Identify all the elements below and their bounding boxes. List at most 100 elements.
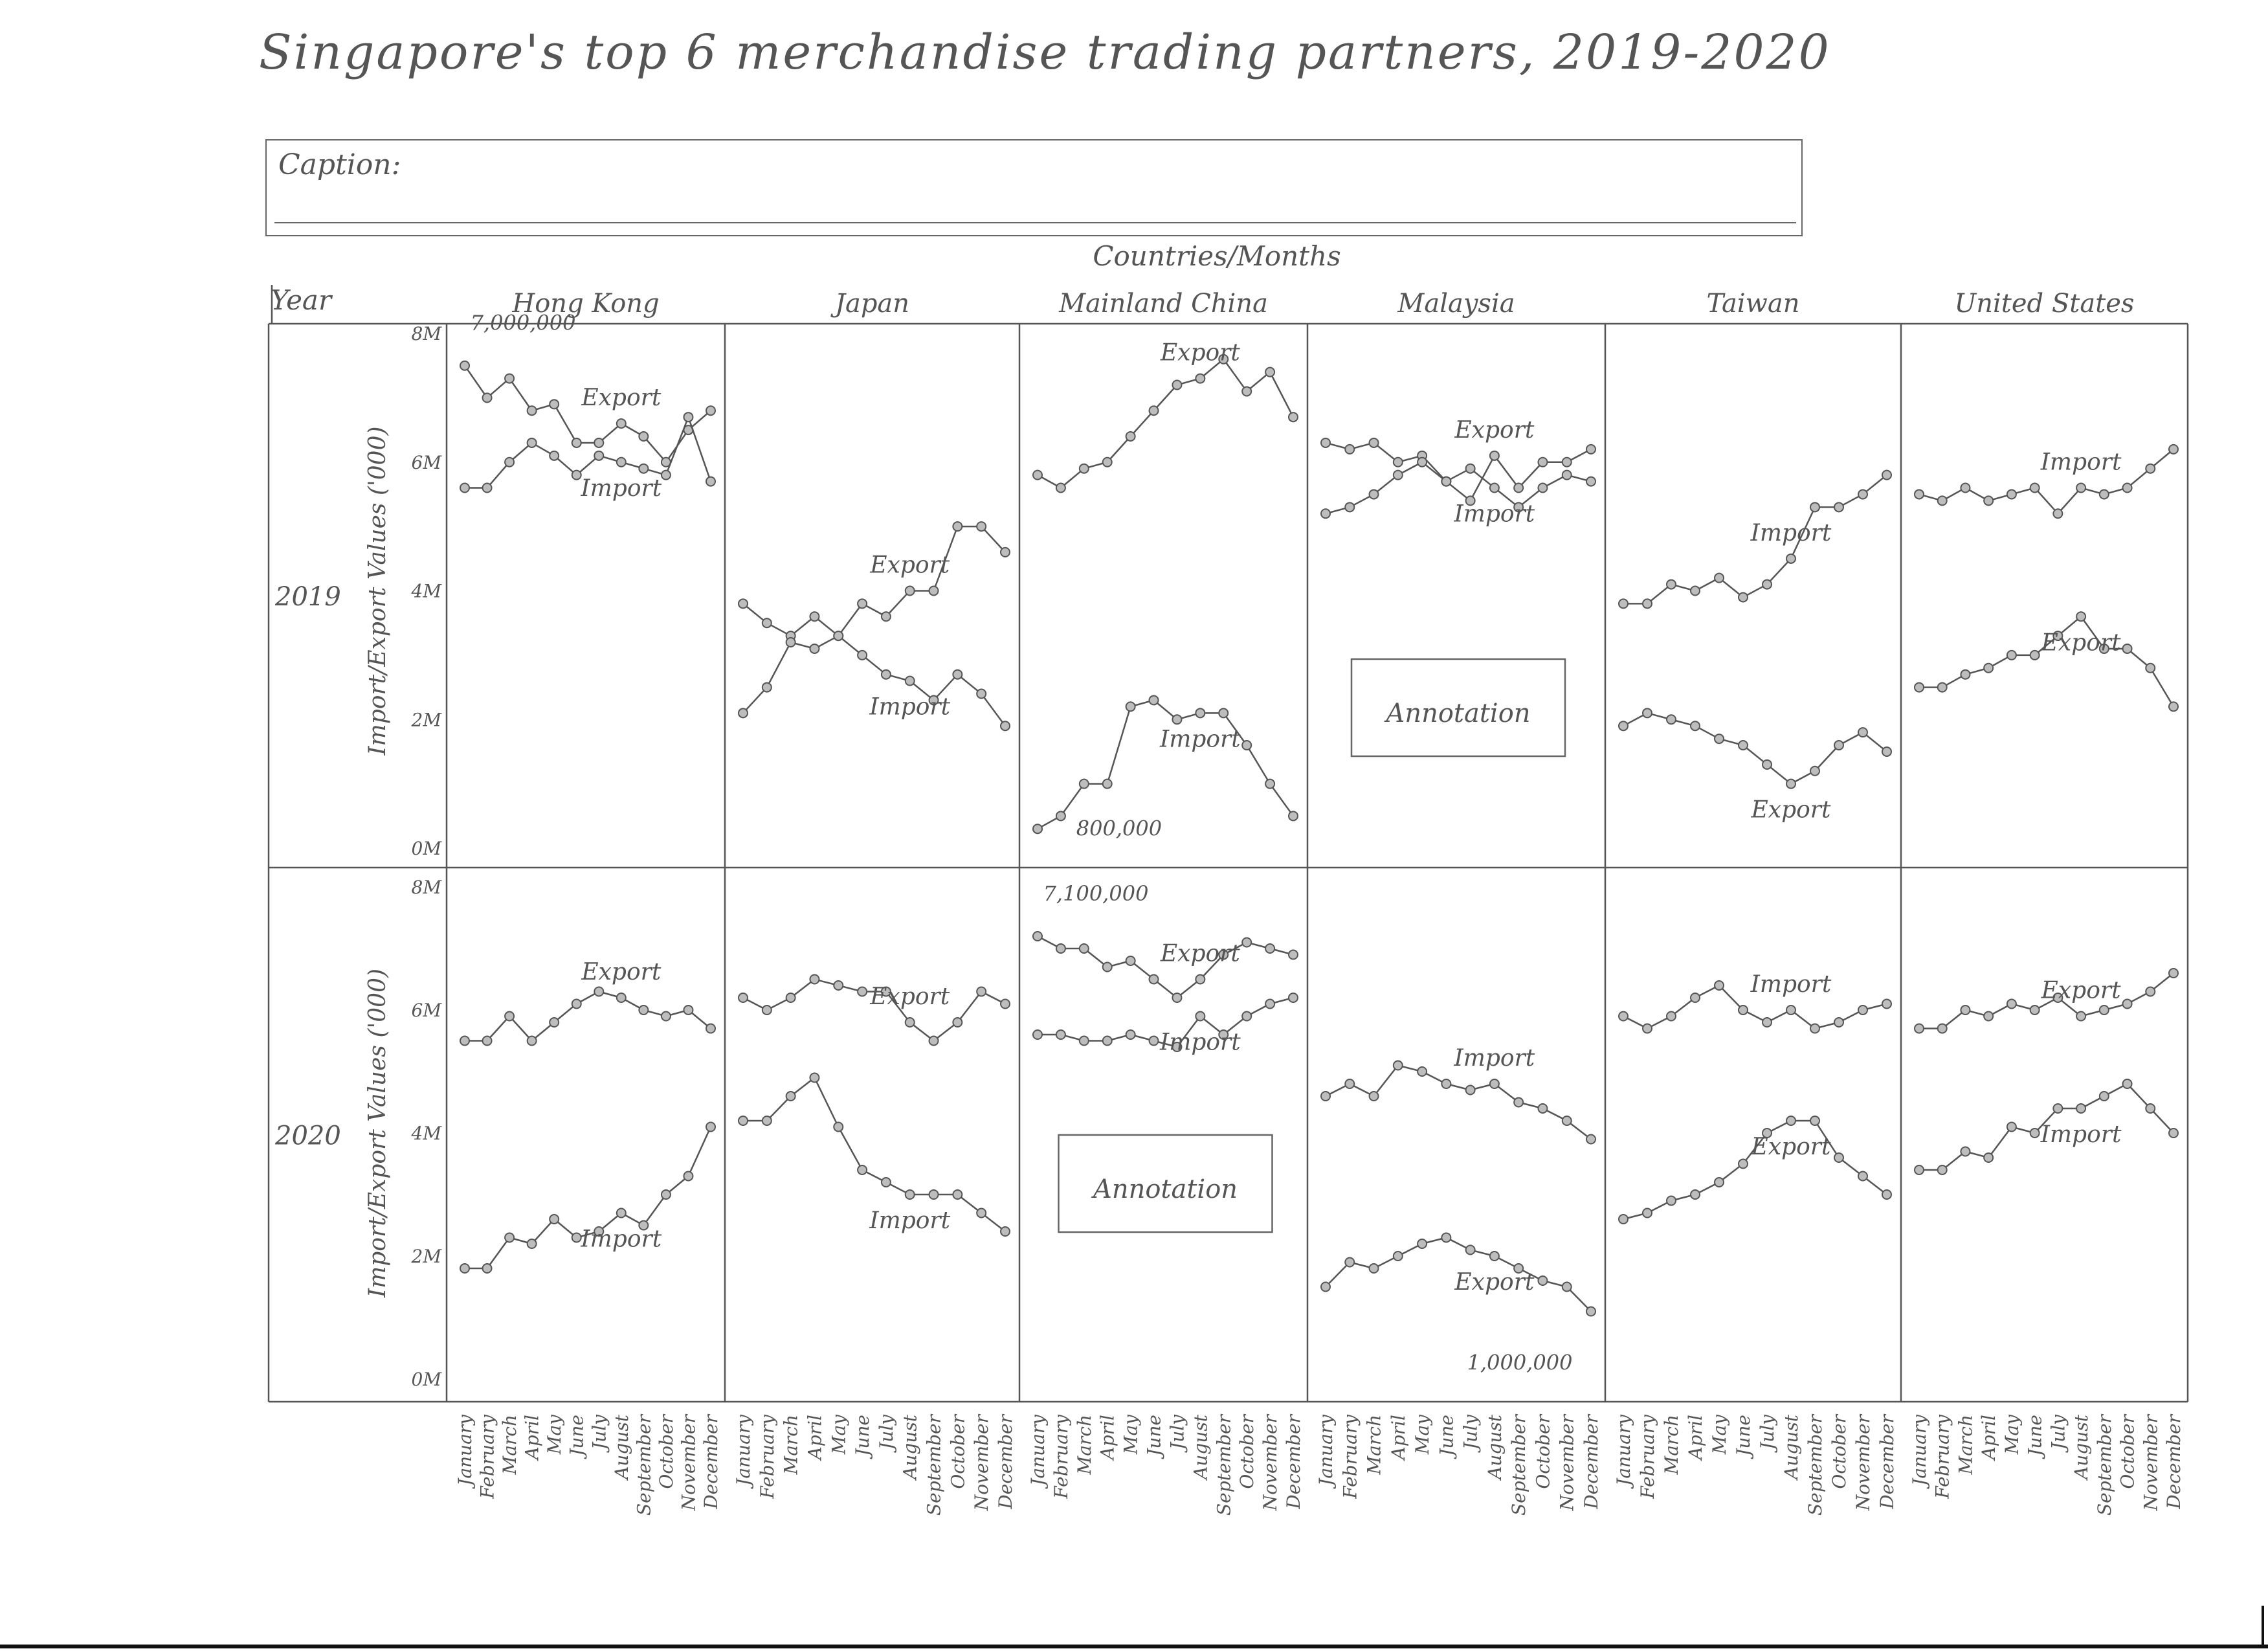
- data-point: [833, 631, 844, 642]
- data-point: [1714, 980, 1724, 991]
- country-header-taiwan: Taiwan: [1706, 289, 1799, 319]
- data-point: [2098, 1091, 2109, 1101]
- data-point: [1055, 943, 1066, 954]
- data-point: [1392, 456, 1403, 467]
- month-label-january: January: [1613, 1414, 1634, 1489]
- month-label-july: July: [1460, 1414, 1482, 1453]
- data-point: [1265, 366, 1276, 377]
- series-label-export: Export: [1160, 941, 1241, 967]
- panel-2019-hong-kong: Export Import: [460, 360, 716, 502]
- y-axis-title-2020: Import/Export Values ('000): [364, 969, 391, 1298]
- month-label-may: May: [544, 1414, 565, 1455]
- chart-title: Singapore's top 6 merchandise trading pa…: [259, 25, 1831, 80]
- data-point: [761, 1116, 772, 1126]
- series-line-export: [1325, 442, 1592, 502]
- month-label-february: February: [1637, 1414, 1658, 1499]
- data-point: [482, 392, 493, 403]
- data-point: [738, 993, 748, 1003]
- series-label-export: Export: [581, 959, 662, 985]
- data-point: [928, 585, 939, 596]
- data-point: [1561, 456, 1572, 467]
- month-label-december: December: [1283, 1413, 1304, 1509]
- data-point: [1762, 579, 1772, 590]
- data-point: [2006, 998, 2017, 1009]
- data-point: [1078, 1035, 1089, 1046]
- month-label-april: April: [804, 1415, 825, 1461]
- month-label-august: August: [2071, 1414, 2092, 1481]
- data-point: [1537, 456, 1548, 467]
- data-point: [638, 1220, 649, 1231]
- data-point: [1055, 482, 1066, 493]
- data-point: [504, 373, 515, 384]
- data-point: [1983, 1152, 1994, 1163]
- data-point: [1102, 1035, 1113, 1046]
- data-point: [1858, 1005, 1868, 1015]
- data-point: [1937, 1023, 1948, 1034]
- value-annotation: 800,000: [1076, 816, 1162, 840]
- data-point: [1288, 993, 1298, 1003]
- data-point: [1666, 579, 1676, 590]
- month-label-april: April: [522, 1415, 543, 1461]
- data-point: [904, 585, 915, 596]
- data-point: [1642, 708, 1652, 719]
- month-label-august: August: [1484, 1414, 1506, 1481]
- data-point: [1834, 1017, 1844, 1028]
- data-point: [761, 682, 772, 693]
- data-point: [1000, 998, 1010, 1009]
- month-label-april: April: [1097, 1415, 1118, 1461]
- series-line-import: [465, 416, 712, 489]
- series-label-export: Export: [1751, 797, 1832, 824]
- data-point: [1344, 1079, 1355, 1089]
- month-label-june: June: [1436, 1415, 1457, 1459]
- data-point: [976, 688, 987, 699]
- data-point: [833, 980, 844, 991]
- series-line-export: [1037, 358, 1295, 489]
- month-label-september: September: [924, 1413, 945, 1516]
- year-label-2019: 2019: [274, 582, 341, 612]
- series-line-export: [742, 525, 1006, 637]
- data-point: [1834, 740, 1844, 750]
- data-point: [1265, 943, 1276, 954]
- data-point: [1513, 1263, 1524, 1274]
- data-point: [1218, 708, 1229, 719]
- data-point: [549, 1214, 560, 1224]
- data-point: [1834, 1152, 1844, 1163]
- month-label-march: March: [499, 1415, 520, 1475]
- data-point: [785, 1091, 796, 1101]
- data-point: [1586, 444, 1596, 455]
- data-point: [1000, 721, 1010, 732]
- y-axis-title-2019: Import/Export Values ('000): [364, 426, 391, 756]
- month-label-april: April: [1388, 1415, 1409, 1461]
- month-label-july: July: [1166, 1414, 1188, 1453]
- data-point: [1690, 1189, 1700, 1200]
- month-label-october: October: [1236, 1413, 1258, 1488]
- data-point: [1195, 974, 1206, 985]
- data-point: [2029, 482, 2040, 493]
- month-label-july: July: [1757, 1414, 1778, 1453]
- data-point: [1810, 502, 1820, 513]
- data-point: [2029, 1005, 2040, 1015]
- data-point: [706, 1121, 716, 1132]
- series-label-export: Export: [2041, 978, 2122, 1004]
- data-point: [904, 675, 915, 686]
- month-label-september: September: [1508, 1413, 1529, 1516]
- series-line-import: [1325, 1064, 1592, 1140]
- y-tick-label: 8M: [412, 323, 443, 344]
- series-label-import: Import: [1750, 520, 1832, 546]
- month-label-october: October: [1532, 1413, 1553, 1488]
- data-point: [638, 463, 649, 474]
- data-point: [1914, 489, 1924, 500]
- country-header-hong-kong: Hong Kong: [511, 289, 659, 319]
- data-point: [1172, 1042, 1183, 1052]
- data-point: [1937, 682, 1948, 693]
- month-label-june: June: [2025, 1415, 2046, 1459]
- data-point: [526, 1035, 537, 1046]
- data-point: [1937, 495, 1948, 506]
- data-point: [2052, 631, 2063, 642]
- month-label-december: December: [995, 1413, 1016, 1509]
- data-point: [2029, 1128, 2040, 1138]
- data-point: [1586, 476, 1596, 487]
- caption-box[interactable]: Caption:: [265, 139, 1803, 236]
- month-label-february: February: [757, 1414, 778, 1499]
- data-point: [1000, 546, 1010, 557]
